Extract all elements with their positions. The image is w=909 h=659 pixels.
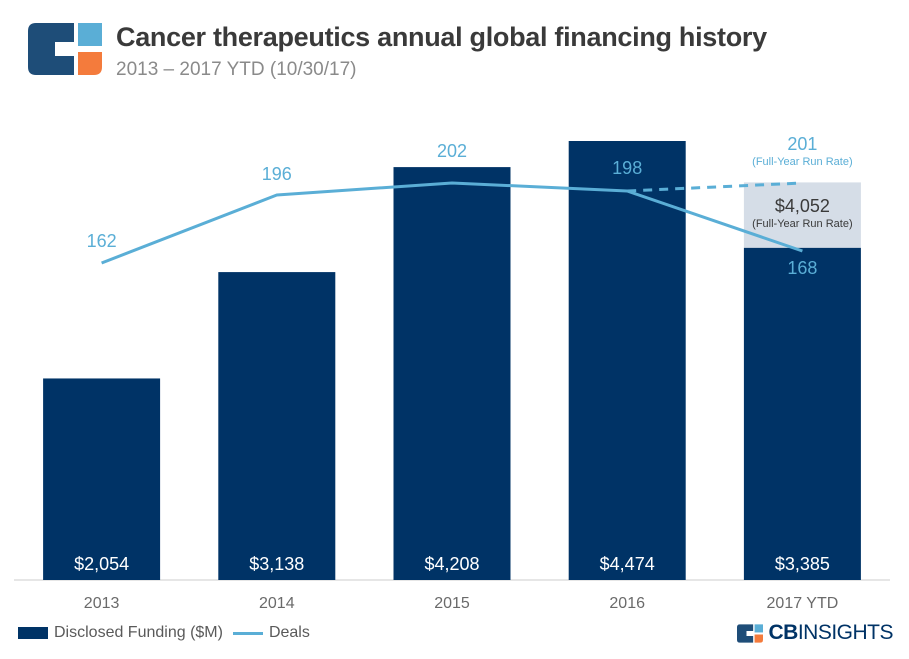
x-tick-label: 2015 bbox=[434, 595, 470, 612]
bar-value-label: $4,474 bbox=[600, 554, 655, 574]
deals-run-rate-note: (Full-Year Run Rate) bbox=[752, 156, 852, 168]
legend-label-deals: Deals bbox=[268, 624, 310, 641]
funding-run-rate-label: $4,052 bbox=[775, 196, 830, 216]
x-tick-label: 2017 YTD bbox=[767, 595, 839, 612]
bar-value-label: $2,054 bbox=[74, 554, 129, 574]
bar-2015 bbox=[393, 167, 511, 580]
bar-value-label: $3,138 bbox=[249, 554, 304, 574]
brand-insights-text: INSIGHTS bbox=[797, 621, 894, 644]
deals-value-label: 198 bbox=[612, 158, 642, 178]
deals-value-label: 196 bbox=[262, 164, 292, 184]
bar-value-label: $4,208 bbox=[424, 554, 479, 574]
chart-subtitle: 2013 – 2017 YTD (10/30/17) bbox=[116, 59, 357, 80]
legend-swatch-funding bbox=[18, 627, 48, 639]
deals-run-rate-line bbox=[627, 181, 803, 193]
brand-cb-text: CB bbox=[768, 621, 798, 644]
bar-2013 bbox=[43, 378, 161, 580]
deals-value-label: 202 bbox=[437, 141, 467, 161]
x-tick-label: 2013 bbox=[84, 595, 120, 612]
deals-run-rate-label: 201 bbox=[787, 134, 817, 154]
bar-2014 bbox=[218, 272, 336, 580]
labels-layer: $2,054 $3,138 $4,208 $4,474 $3,385 2013 2014 20… bbox=[74, 134, 853, 612]
deals-line bbox=[101, 181, 803, 265]
bar-value-label: $3,385 bbox=[775, 554, 830, 574]
bar-2016 bbox=[568, 141, 686, 580]
bars-layer bbox=[43, 141, 861, 580]
chart-legend: Disclosed Funding ($M) Deals bbox=[18, 622, 310, 644]
cb-insights-logo-icon bbox=[28, 23, 102, 75]
bar-2017-ytd bbox=[743, 247, 861, 580]
funding-run-rate-note: (Full-Year Run Rate) bbox=[752, 218, 852, 230]
deals-value-label: 168 bbox=[787, 258, 817, 278]
chart-title: Cancer therapeutics annual global financ… bbox=[116, 22, 767, 52]
cb-insights-small-logo-icon bbox=[737, 623, 764, 643]
x-tick-label: 2016 bbox=[609, 595, 645, 612]
legend-swatch-deals bbox=[232, 631, 263, 635]
x-tick-label: 2014 bbox=[259, 595, 295, 612]
legend-label-funding: Disclosed Funding ($M) bbox=[54, 624, 223, 641]
chart-header: Cancer therapeutics annual global financ… bbox=[0, 0, 909, 90]
deals-value-label: 162 bbox=[87, 231, 117, 251]
line-layer bbox=[101, 181, 803, 265]
cb-insights-brand: CBINSIGHTS bbox=[737, 620, 894, 646]
